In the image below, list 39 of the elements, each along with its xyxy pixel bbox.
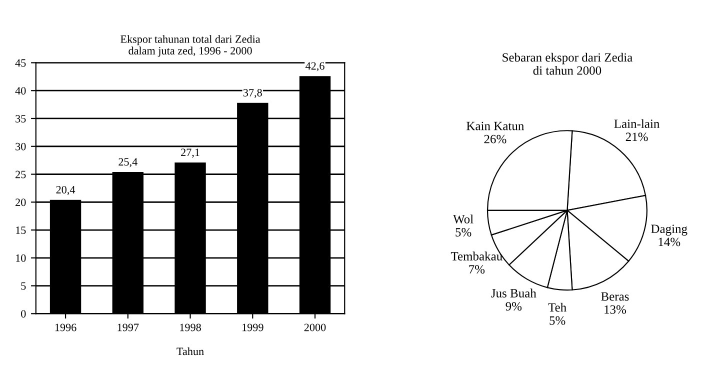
y-tick-label: 0 (21, 310, 26, 318)
x-tick-label: 1996 (55, 324, 76, 332)
data-label: 5% (456, 228, 472, 236)
data-label: 21% (626, 132, 648, 142)
slice-label: Kain Katun (466, 122, 524, 130)
slice-label: Daging (651, 224, 688, 236)
y-tick-label: 20 (16, 198, 26, 206)
y-tick-label: 45 (15, 59, 26, 67)
slice-label: Jus Buah (491, 288, 536, 298)
data-label: 26% (484, 134, 506, 144)
slice-label: Wol (453, 214, 474, 224)
slice-label: Lain-lain (614, 119, 660, 128)
x-tick-label: 1999 (242, 324, 264, 332)
y-tick-label: 15 (16, 226, 26, 234)
y-tick-label: 10 (16, 254, 26, 262)
slice-label: Tembakau (450, 252, 502, 260)
data-label: 25,4 (118, 158, 138, 168)
slice-label: Beras (601, 292, 629, 301)
slice-label: Teh (548, 302, 566, 312)
x-tick-label: 2000 (304, 324, 326, 332)
y-tick-label: 40 (15, 87, 26, 95)
data-label: 20,4 (56, 186, 76, 196)
data-label: 14% (658, 238, 680, 246)
y-tick-label: 5 (21, 282, 26, 290)
data-label: 37,8 (243, 88, 262, 98)
data-label: 13% (604, 305, 626, 314)
data-label: 42,6 (306, 62, 324, 72)
data-label: 9% (506, 302, 522, 311)
data-label: 7% (469, 265, 485, 274)
y-tick-label: 30 (16, 142, 26, 150)
data-label: 5% (550, 316, 566, 325)
data-label: 27,1 (181, 148, 200, 158)
chart-title: Ekspor tahunan total dari Zedia dalam juta zed, 1996 - 2000 (120, 35, 260, 57)
x-tick-label: 1998 (180, 324, 201, 332)
y-tick-label: 25 (16, 170, 26, 178)
chart-title: Sebaran ekspor dari Zedia di tahun 2000 (502, 52, 632, 75)
x-tick-label: 1997 (118, 324, 139, 332)
y-tick-label: 35 (16, 114, 26, 122)
x-axis-title: Tahun (176, 347, 204, 356)
